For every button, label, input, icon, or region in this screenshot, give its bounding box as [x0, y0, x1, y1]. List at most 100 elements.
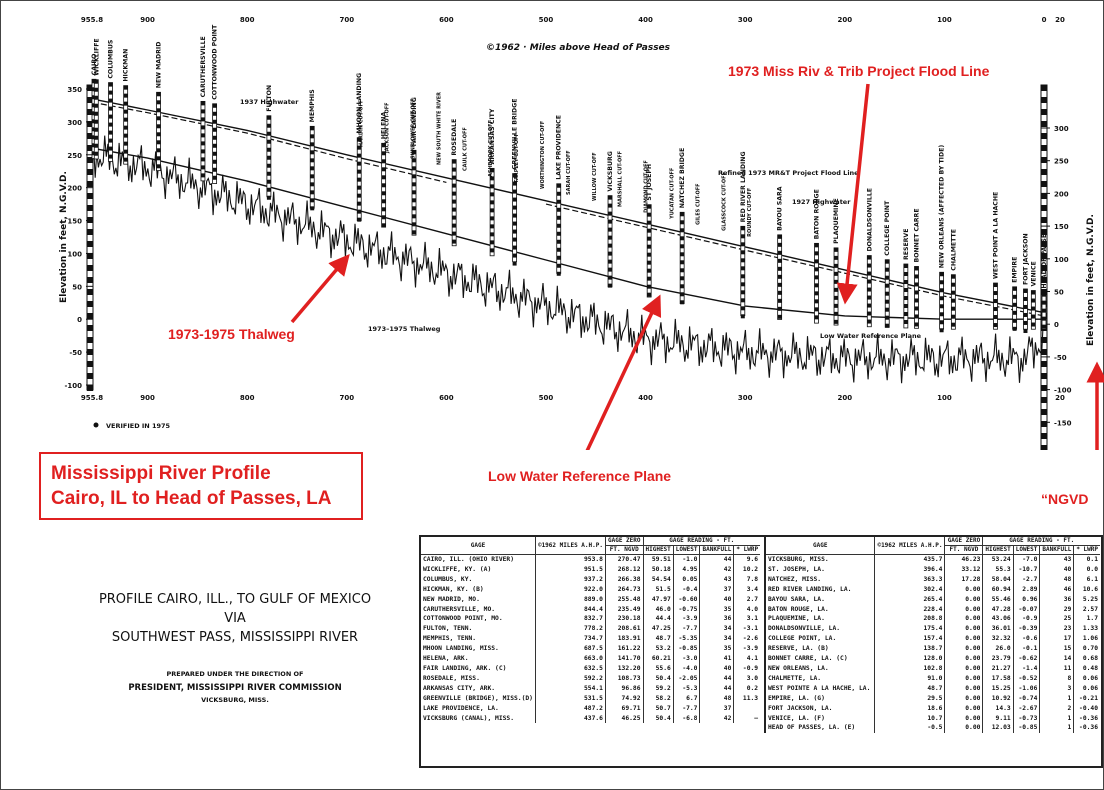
gage-bar-segment — [608, 251, 613, 256]
table-cell: DONALDSONVILLE, LA. — [768, 625, 841, 633]
gage-label: RED RIVER LANDING — [740, 151, 747, 222]
cutoff-label: JACKSON CUT-OFF — [385, 102, 391, 154]
gage-bar-segment — [814, 315, 819, 320]
col-gage: GAGE — [421, 537, 536, 555]
table-cell: COLUMBUS, KY. — [423, 575, 473, 583]
table-cell: NEW MADRID, MO. — [423, 595, 480, 603]
table-cell: -1.06 — [1012, 683, 1040, 694]
gage-bar-segment — [94, 95, 99, 100]
gage-bar-segment — [647, 244, 652, 249]
gage-bar-segment — [123, 93, 128, 98]
gage-bar-segment — [608, 275, 613, 280]
right-axis-bar-segment — [1041, 205, 1047, 211]
gage-bar-segment — [1012, 286, 1017, 291]
gage-bar-segment — [740, 234, 745, 239]
table-cell: PLAQUEMINE, LA. — [768, 615, 825, 623]
table-cell: -2.67 — [1012, 703, 1040, 714]
gage-bar-segment — [212, 111, 217, 116]
gage-bar-segment — [266, 139, 271, 144]
gage-bar-segment — [777, 274, 782, 279]
gage-bar-segment — [108, 138, 113, 143]
gage-bar-segment — [814, 275, 819, 280]
gage-bar-segment — [939, 280, 944, 285]
right-axis-bar-segment — [1041, 277, 1047, 283]
table-cell: 230.18 — [604, 614, 643, 625]
bottom-x-tick-label: 300 — [738, 394, 753, 402]
cutoff-label: SUNFLOWER CUT-OFF — [411, 98, 417, 159]
gage-bar-segment — [381, 215, 386, 220]
gage-bar-segment — [412, 190, 417, 195]
gage-bar-segment — [357, 185, 362, 190]
gage-bar-segment — [156, 116, 161, 121]
table-cell: 632.5 — [534, 663, 606, 674]
gage-bar-segment — [777, 298, 782, 303]
table-cell: 48 — [699, 693, 734, 704]
gage-bar-segment — [1012, 294, 1017, 299]
gage-bar-segment — [412, 222, 417, 227]
table-cell: -0.52 — [1012, 673, 1040, 684]
gage-bar-segment — [647, 252, 652, 257]
gage-label: CAIRO — [91, 54, 98, 76]
gage-bar-segment — [156, 148, 161, 153]
gage-bar-segment — [939, 328, 944, 333]
table-cell: 46.23 — [944, 554, 983, 565]
gage-bar-segment — [452, 215, 457, 220]
gage-bar-segment — [885, 299, 890, 304]
cutoff-label: WORTHINGTON CUT-OFF — [540, 121, 546, 189]
left-axis-bar-segment — [87, 229, 93, 235]
table-cell: VICKSBURG (CANAL), MISS. — [423, 714, 514, 722]
gage-bar-segment — [680, 220, 685, 225]
gage-bar-segment — [556, 223, 561, 228]
table-cell: 36 — [1039, 594, 1074, 605]
cutoff-label: HARDIN CUT-OFF — [359, 100, 365, 147]
gage-label: MHOON LANDING — [356, 73, 363, 134]
gage-bar-segment — [885, 275, 890, 280]
gage-bar-segment — [200, 117, 205, 122]
gage-bar-segment — [123, 149, 128, 154]
table-cell: 42 — [699, 713, 734, 724]
cutoff-label: CAULK CUT-OFF — [462, 127, 468, 171]
gage-bar-segment — [452, 191, 457, 196]
gage-bar-segment — [867, 295, 872, 300]
left-y-tick-label: 200 — [67, 185, 82, 193]
table-cell: NATCHEZ, MISS. — [768, 575, 822, 583]
gage-bar-segment — [94, 79, 99, 84]
gage-bar-segment — [867, 287, 872, 292]
gage-bar-segment — [357, 153, 362, 158]
cutoff-label: TARPLEY CUT-OFF — [514, 133, 520, 183]
right-y-tick-label: 150 — [1054, 223, 1069, 231]
col-highest: HIGHEST — [982, 545, 1014, 555]
cutoff-label: GILES CUT-OFF — [695, 183, 701, 224]
gage-bar-segment — [156, 124, 161, 129]
right-y-tick-label: 0 — [1054, 321, 1059, 329]
gage-label: BAYOU SARA — [777, 186, 784, 231]
top-x-tick-label: 400 — [638, 16, 653, 24]
gage-bar-segment — [1031, 322, 1036, 327]
table-row: BONNET CARRE, LA. (C) 128.0 0.00 23.79 -0.62… — [765, 654, 1100, 664]
table-cell: 35 — [699, 644, 734, 655]
right-axis-bar-segment — [1041, 397, 1047, 403]
table-row: VENICE, LA. (F) 10.7 0.00 9.11 -0.73 1 -0.36 — [765, 713, 1100, 724]
gage-bar-segment — [903, 296, 908, 301]
table-cell: COTTONWOOD POINT, MO. — [423, 615, 503, 623]
table-cell: 23 — [1039, 624, 1074, 635]
table-cell: 55.6 — [642, 663, 674, 674]
gage-bar-segment — [885, 283, 890, 288]
gage-bar-segment — [951, 322, 956, 327]
gage-bar-segment — [123, 125, 128, 130]
gage-bar-segment — [108, 106, 113, 111]
gage-bar-segment — [1031, 306, 1036, 311]
gage-bar-segment — [740, 314, 745, 319]
table-cell: 34 — [699, 634, 734, 645]
table-cell: -3.1 — [733, 624, 761, 635]
gage-label: BATON ROUGE — [814, 189, 821, 239]
table-cell: 55.3 — [982, 564, 1014, 575]
gage-bar-segment — [123, 157, 128, 162]
gage-bar-segment — [266, 123, 271, 128]
slide-title-box: Mississippi River Profile Cairo, IL to H… — [39, 452, 363, 520]
gage-bar-segment — [556, 215, 561, 220]
table-cell: 0.00 — [944, 644, 983, 655]
gage-bar-segment — [777, 290, 782, 295]
gage-bar-segment — [993, 283, 998, 288]
gage-bar-segment — [740, 274, 745, 279]
